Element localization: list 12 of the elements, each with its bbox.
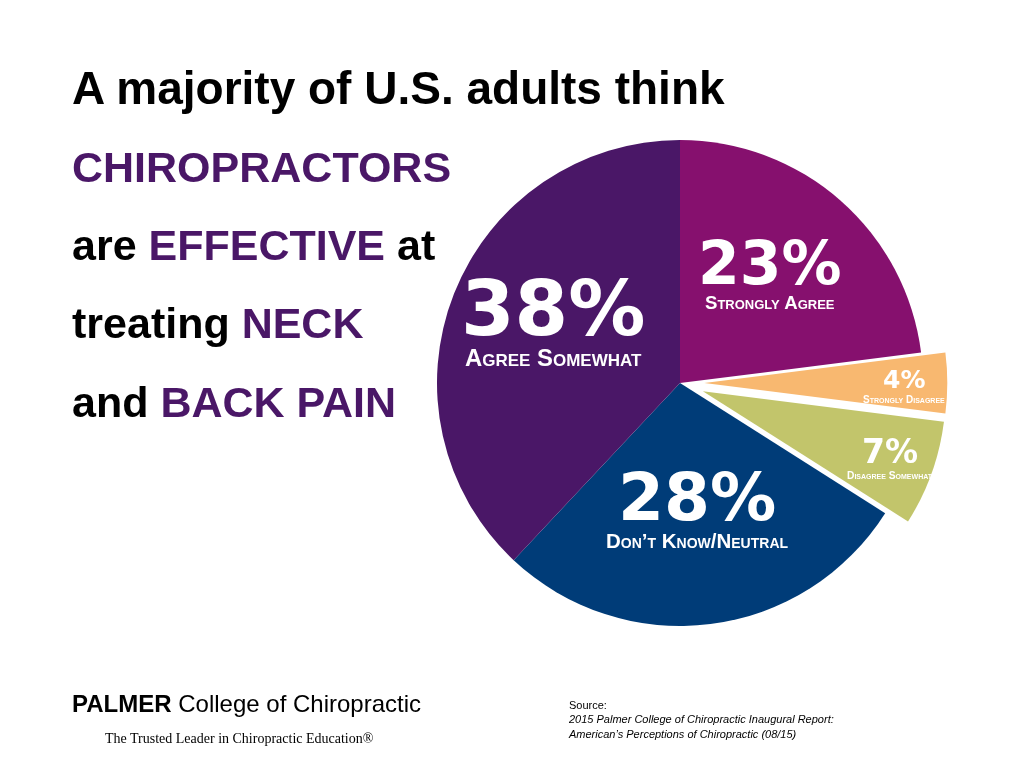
text: CHIROPRACTORS are EFFECTIVE at treating NECK and BACK PAIN — [72, 143, 452, 426]
chart-title: A majority of U.S. adults think — [72, 62, 725, 114]
text: The Trusted Leader in Chiropractic Education® — [105, 731, 374, 746]
slice-label: Agree Somewhat — [465, 344, 643, 371]
slice-label: Strongly Disagree — [863, 394, 946, 405]
data-label: 7% — [862, 432, 919, 471]
slice-label: Strongly Agree — [705, 292, 835, 313]
source-note: Source: 2015 Palmer College of Chiropractic Inaugural Report: American’s Perceptions of Chiropractic (08/15) — [568, 699, 834, 740]
slice-label: Don’t Know/Neutral — [606, 529, 789, 552]
slice-label: Disagree Somewhat — [847, 470, 933, 481]
data-label: 4% — [883, 365, 926, 394]
text: PALMER College of Chiropractic — [72, 690, 422, 717]
